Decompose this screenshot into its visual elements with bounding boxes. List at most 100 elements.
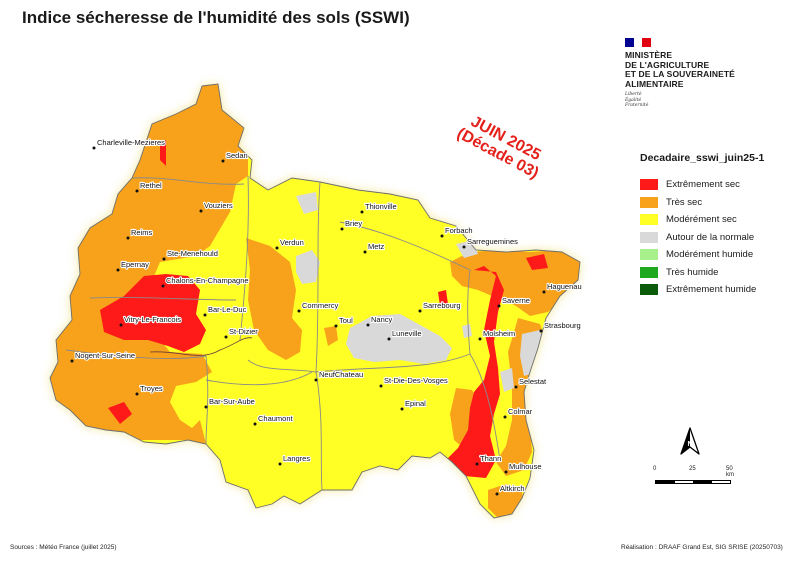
town-dot <box>387 337 391 341</box>
town-label: Bar-Le-Duc <box>208 305 247 314</box>
town-marker: Haguenau <box>542 281 583 294</box>
town-label: Strasbourg <box>544 321 581 330</box>
scale-bar: 0 25 50 km <box>653 466 737 496</box>
ministry-name-line: MINISTÈRE <box>625 50 673 60</box>
scale-label: 0 <box>653 466 657 472</box>
town-label: St-Dizier <box>229 327 258 336</box>
town-dot <box>503 415 507 419</box>
town-dot <box>542 290 546 294</box>
department-borders <box>65 175 501 491</box>
legend-label: Extrêmement sec <box>666 179 740 191</box>
town-dot <box>366 323 370 327</box>
town-dot <box>135 392 139 396</box>
town-dot <box>70 359 74 363</box>
north-letter: N <box>687 441 692 448</box>
town-label: Rethel <box>140 181 162 190</box>
town-dot <box>478 337 482 341</box>
scale-label: 25 <box>689 466 696 472</box>
town-dot <box>126 236 130 240</box>
town-marker: Vouziers <box>199 200 234 213</box>
town-label: Nogent-Sur-Seine <box>75 351 135 360</box>
town-marker: Vitry-Le-Francois <box>119 314 182 327</box>
town-label: Charleville-Mezieres <box>97 138 165 147</box>
town-dot <box>203 313 207 317</box>
town-marker: Metz <box>363 241 386 254</box>
town-label: Troyes <box>140 384 163 393</box>
town-label: Vitry-Le-Francois <box>124 315 181 324</box>
town-label: Colmar <box>508 407 533 416</box>
legend-item: Autour de la normale <box>640 229 764 247</box>
town-label: Reims <box>131 228 153 237</box>
town-marker: Ste-Menehould <box>162 248 219 261</box>
town-label: Chalons-En-Champagne <box>166 276 249 285</box>
flag-band-blue <box>625 38 634 47</box>
town-label: Chaumont <box>258 414 294 423</box>
map-legend: Decadaire_sswi_juin25-1 Extrêmement sec … <box>640 152 764 299</box>
town-dot <box>161 284 165 288</box>
town-dot <box>475 462 479 466</box>
town-label: Toul <box>339 316 353 325</box>
town-dot <box>275 246 279 250</box>
town-dot <box>204 405 208 409</box>
town-marker: Molsheim <box>478 328 516 341</box>
legend-item: Modérément humide <box>640 246 764 264</box>
motto-line: Fraternité <box>625 103 649 108</box>
town-dot <box>497 304 501 308</box>
town-dot <box>253 422 257 426</box>
town-marker: Troyes <box>135 383 164 396</box>
motto-line: Égalité <box>625 97 642 103</box>
town-marker: Altkirch <box>495 483 526 496</box>
legend-swatch <box>640 284 658 296</box>
town-label: Sarrebourg <box>423 301 461 310</box>
legend-label: Très sec <box>666 196 703 208</box>
town-marker: Nogent-Sur-Seine <box>70 350 136 363</box>
town-marker: Rethel <box>135 180 163 193</box>
legend-item: Très sec <box>640 194 764 212</box>
town-marker: Langres <box>278 453 311 466</box>
town-marker: Bar-Sur-Aube <box>204 396 256 409</box>
town-marker: Sarrebourg <box>418 300 462 313</box>
town-label: Verdun <box>280 238 304 247</box>
town-label: Sarreguemines <box>467 237 518 246</box>
town-marker: NeufChateau <box>314 369 364 382</box>
sources-note: Sources : Météo France (juillet 2025) <box>10 544 117 551</box>
town-dot <box>162 257 166 261</box>
town-marker: Sarreguemines <box>462 236 519 249</box>
town-label: Thann <box>480 454 501 463</box>
town-marker: Nancy <box>366 314 394 327</box>
town-dot <box>340 227 344 231</box>
legend-item: Extrêmement humide <box>640 281 764 299</box>
town-marker: Reims <box>126 227 154 240</box>
map-title: Indice sécheresse de l'humidité des sols… <box>22 8 410 27</box>
town-label: Vouziers <box>204 201 233 210</box>
town-dot <box>297 309 301 313</box>
legend-swatch <box>640 179 658 191</box>
legend-item: Extrêmement sec <box>640 176 764 194</box>
town-marker: Briey <box>340 218 363 231</box>
town-dot <box>224 335 228 339</box>
town-marker: Selestat <box>514 376 548 389</box>
town-dot <box>400 407 404 411</box>
town-dot <box>314 378 318 382</box>
town-label: Nancy <box>371 315 393 324</box>
town-label: Saverne <box>502 296 530 305</box>
town-label: Molsheim <box>483 329 515 338</box>
town-dot <box>135 189 139 193</box>
legend-swatch <box>640 266 658 278</box>
town-marker: Saverne <box>497 295 531 308</box>
town-label: Altkirch <box>500 484 525 493</box>
town-dot <box>363 250 367 254</box>
town-marker: St-Die-Des-Vosges <box>379 375 449 388</box>
scale-segment <box>656 481 675 483</box>
ministry-name-line: ET DE LA SOUVERAINETÉ <box>625 69 735 79</box>
town-label: Epinal <box>405 399 426 408</box>
town-label: Langres <box>283 454 310 463</box>
town-label: Commercy <box>302 301 339 310</box>
region-outline <box>49 83 581 519</box>
legend-label: Extrêmement humide <box>666 284 757 296</box>
town-dot <box>539 329 543 333</box>
legend-item: Très humide <box>640 264 764 282</box>
town-marker: St-Dizier <box>224 326 259 339</box>
republic-motto: Liberté Égalité Fraternité <box>625 92 735 109</box>
town-marker: Forbach <box>440 225 474 238</box>
